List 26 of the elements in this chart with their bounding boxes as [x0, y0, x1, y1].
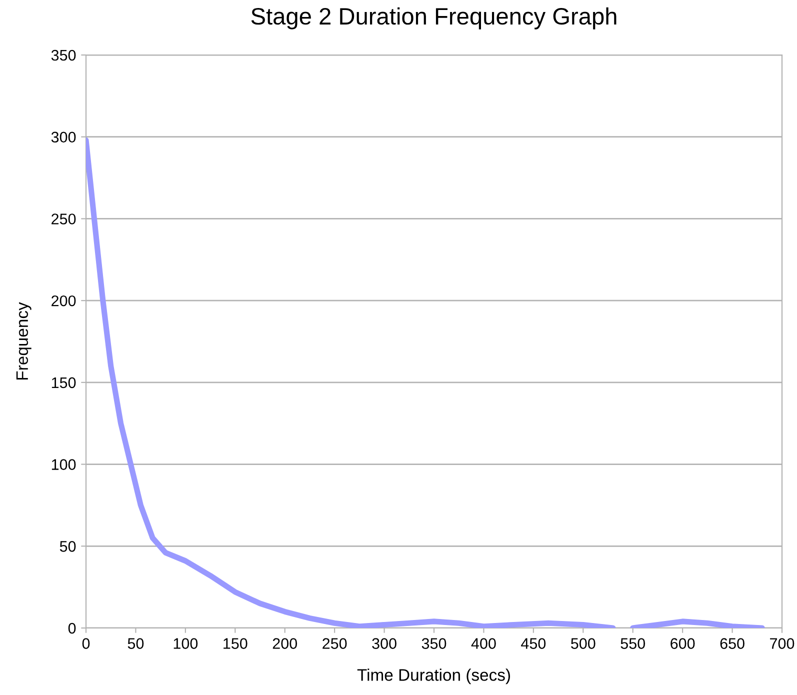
y-tick-label: 100 [52, 459, 76, 470]
y-tick-label: 200 [52, 295, 76, 306]
y-tick-label: 250 [52, 214, 76, 224]
y-tick-label: 300 [51, 132, 76, 143]
y-tick-label: 150 [52, 377, 76, 388]
x-tick-label: 150 [224, 638, 248, 649]
chart-title: Stage 2 Duration Frequency Graph [251, 7, 616, 30]
y-tick-label: 350 [51, 50, 76, 61]
x-tick-label: 550 [620, 638, 646, 649]
x-tick-label: 450 [521, 638, 546, 649]
x-tick-label: 650 [720, 638, 744, 649]
x-tick-label: 300 [372, 638, 396, 649]
x-tick-label: 350 [422, 638, 446, 649]
x-tick-label: 0 [82, 638, 90, 649]
y-tick-label: 50 [60, 541, 76, 552]
y-tick-label: 0 [68, 622, 76, 634]
x-tick-label: 200 [272, 638, 298, 649]
x-tick-label: 700 [770, 638, 794, 649]
x-tick-label: 50 [128, 638, 144, 649]
x-tick-label: 100 [174, 638, 198, 649]
x-tick-label: 250 [322, 638, 347, 649]
x-tick-label: 500 [571, 638, 596, 649]
y-axis-title: Frequency [16, 302, 32, 380]
x-axis-title: Time Duration (secs) [357, 668, 510, 684]
x-tick-label: 400 [471, 638, 496, 649]
x-tick-label: 600 [670, 638, 695, 649]
